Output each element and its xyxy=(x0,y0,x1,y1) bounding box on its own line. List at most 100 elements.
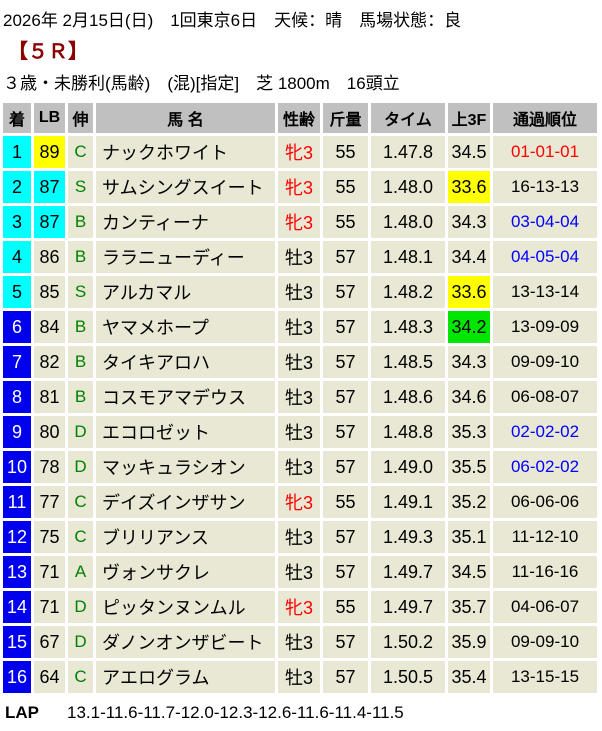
rank-cell: 13 xyxy=(3,556,31,588)
lap-line: LAP 13.1-11.6-11.7-12.0-12.3-12.6-11.6-11… xyxy=(2,703,602,723)
rank-cell: 4 xyxy=(3,241,31,273)
passing-order-cell: 13-09-09 xyxy=(493,311,597,343)
horse-name-cell: アルカマル xyxy=(96,276,275,308)
table-row: 10 78 D マッキュラシオン 牡3 57 1.49.0 35.5 06-02-02 xyxy=(3,451,597,483)
sex-age-cell: 牡3 xyxy=(278,381,320,413)
sex-age-cell: 牝3 xyxy=(278,171,320,203)
stretch-grade-cell: B xyxy=(68,381,93,413)
lap-label: LAP xyxy=(5,703,39,722)
last3f-cell: 34.5 xyxy=(448,136,490,168)
rank-cell: 1 xyxy=(3,136,31,168)
weight-cell: 57 xyxy=(323,381,368,413)
passing-order-cell: 13-15-15 xyxy=(493,661,597,693)
passing-order-cell: 13-13-14 xyxy=(493,276,597,308)
race-date-line: 2026年 2月15日(日) 1回東京6日 天候：晴 馬場状態：良 xyxy=(3,11,462,30)
lb-cell: 82 xyxy=(34,346,65,378)
sex-age-cell: 牡3 xyxy=(278,276,320,308)
stretch-grade-cell: B xyxy=(68,346,93,378)
sex-age-cell: 牝3 xyxy=(278,486,320,518)
table-row: 5 85 S アルカマル 牡3 57 1.48.2 33.6 13-13-14 xyxy=(3,276,597,308)
rank-cell: 14 xyxy=(3,591,31,623)
lb-cell: 87 xyxy=(34,171,65,203)
last3f-cell: 34.4 xyxy=(448,241,490,273)
horse-name-cell: ララニューディー xyxy=(96,241,275,273)
col-rank: 着 xyxy=(3,103,31,133)
weight-cell: 57 xyxy=(323,276,368,308)
col-weight: 斤量 xyxy=(323,103,368,133)
weight-cell: 57 xyxy=(323,311,368,343)
stretch-grade-cell: D xyxy=(68,626,93,658)
time-cell: 1.47.8 xyxy=(371,136,445,168)
last3f-cell: 34.3 xyxy=(448,206,490,238)
last3f-cell: 35.5 xyxy=(448,451,490,483)
lb-cell: 86 xyxy=(34,241,65,273)
rank-cell: 6 xyxy=(3,311,31,343)
sex-age-cell: 牡3 xyxy=(278,451,320,483)
time-cell: 1.48.6 xyxy=(371,381,445,413)
col-stretch-grade: 伸 xyxy=(68,103,93,133)
stretch-grade-cell: C xyxy=(68,521,93,553)
time-cell: 1.49.0 xyxy=(371,451,445,483)
lb-cell: 77 xyxy=(34,486,65,518)
horse-name-cell: サムシングスイート xyxy=(96,171,275,203)
lb-cell: 80 xyxy=(34,416,65,448)
col-lb: LB xyxy=(34,103,65,133)
lb-cell: 89 xyxy=(34,136,65,168)
weight-cell: 57 xyxy=(323,661,368,693)
table-row: 11 77 C デイズインザサン 牝3 55 1.49.1 35.2 06-06-06 xyxy=(3,486,597,518)
last3f-cell: 35.1 xyxy=(448,521,490,553)
rank-cell: 3 xyxy=(3,206,31,238)
time-cell: 1.49.1 xyxy=(371,486,445,518)
last3f-cell: 33.6 xyxy=(448,276,490,308)
lb-cell: 87 xyxy=(34,206,65,238)
sex-age-cell: 牝3 xyxy=(278,206,320,238)
col-time: タイム xyxy=(371,103,445,133)
table-row: 4 86 B ララニューディー 牡3 57 1.48.1 34.4 04-05-04 xyxy=(3,241,597,273)
rank-cell: 15 xyxy=(3,626,31,658)
col-last3f: 上3F xyxy=(448,103,490,133)
rank-cell: 7 xyxy=(3,346,31,378)
sex-age-cell: 牡3 xyxy=(278,241,320,273)
stretch-grade-cell: S xyxy=(68,276,93,308)
lb-cell: 71 xyxy=(34,591,65,623)
table-row: 14 71 D ピッタンヌンムル 牝3 55 1.49.7 35.7 04-06-07 xyxy=(3,591,597,623)
weight-cell: 55 xyxy=(323,591,368,623)
passing-order-cell: 06-08-07 xyxy=(493,381,597,413)
horse-name-cell: マッキュラシオン xyxy=(96,451,275,483)
horse-name-cell: デイズインザサン xyxy=(96,486,275,518)
sex-age-cell: 牡3 xyxy=(278,521,320,553)
passing-order-cell: 16-13-13 xyxy=(493,171,597,203)
last3f-cell: 33.6 xyxy=(448,171,490,203)
passing-order-cell: 11-16-16 xyxy=(493,556,597,588)
rank-cell: 2 xyxy=(3,171,31,203)
passing-order-cell: 04-06-07 xyxy=(493,591,597,623)
lb-cell: 71 xyxy=(34,556,65,588)
stretch-grade-cell: D xyxy=(68,416,93,448)
table-row: 13 71 A ヴォンサクレ 牡3 57 1.49.7 34.5 11-16-16 xyxy=(3,556,597,588)
horse-name-cell: ピッタンヌンムル xyxy=(96,591,275,623)
rank-cell: 12 xyxy=(3,521,31,553)
lap-values: 13.1-11.6-11.7-12.0-12.3-12.6-11.6-11.4-… xyxy=(67,703,404,722)
stretch-grade-cell: A xyxy=(68,556,93,588)
lb-cell: 75 xyxy=(34,521,65,553)
weight-cell: 57 xyxy=(323,346,368,378)
time-cell: 1.48.0 xyxy=(371,171,445,203)
horse-name-cell: ナックホワイト xyxy=(96,136,275,168)
time-cell: 1.48.2 xyxy=(371,276,445,308)
weight-cell: 55 xyxy=(323,136,368,168)
horse-name-cell: エコロゼット xyxy=(96,416,275,448)
passing-order-cell: 06-02-02 xyxy=(493,451,597,483)
stretch-grade-cell: C xyxy=(68,661,93,693)
passing-order-cell: 09-09-10 xyxy=(493,626,597,658)
table-row: 8 81 B コスモアマデウス 牡3 57 1.48.6 34.6 06-08-07 xyxy=(3,381,597,413)
passing-order-cell: 06-06-06 xyxy=(493,486,597,518)
rank-cell: 10 xyxy=(3,451,31,483)
time-cell: 1.49.7 xyxy=(371,556,445,588)
lb-cell: 85 xyxy=(34,276,65,308)
stretch-grade-cell: D xyxy=(68,591,93,623)
sex-age-cell: 牝3 xyxy=(278,591,320,623)
lb-cell: 81 xyxy=(34,381,65,413)
passing-order-cell: 09-09-10 xyxy=(493,346,597,378)
time-cell: 1.48.8 xyxy=(371,416,445,448)
table-row: 12 75 C ブリリアンス 牡3 57 1.49.3 35.1 11-12-10 xyxy=(3,521,597,553)
